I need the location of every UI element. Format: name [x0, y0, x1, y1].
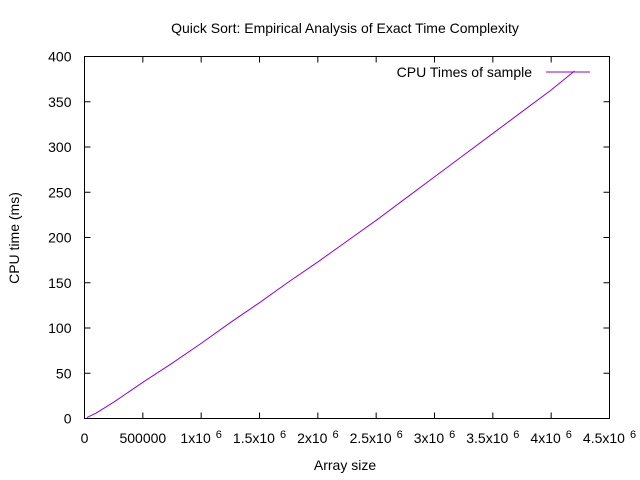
y-axis-label: CPU time (ms) — [6, 192, 22, 284]
chart-title: Quick Sort: Empirical Analysis of Exact … — [171, 20, 519, 36]
x-tick-label-exponent: 6 — [280, 429, 286, 441]
x-tick-label: 3x10 6 — [414, 429, 455, 446]
x-tick-label: 500000 — [119, 430, 166, 446]
x-tick-label-base: 2x10 — [297, 430, 328, 446]
y-tick-label: 100 — [48, 320, 72, 336]
x-axis: 0 500000 1x10 6 1.5x10 6 2x10 6 2.5x10 6 3x10 6 3.5x… — [81, 56, 636, 446]
x-tick-label-base: 2.5x10 — [350, 430, 392, 446]
x-tick-label-exponent: 6 — [332, 429, 338, 441]
plot-area-border — [84, 56, 610, 419]
legend: CPU Times of sample — [397, 64, 590, 80]
y-tick-label: 150 — [48, 275, 72, 291]
x-tick-label-exponent: 6 — [566, 429, 572, 441]
x-tick-label-base: 3.5x10 — [466, 430, 508, 446]
y-tick-label: 250 — [48, 184, 72, 200]
x-tick-label-base: 3x10 — [414, 430, 445, 446]
y-tick-label: 350 — [48, 94, 72, 110]
x-tick-label-exponent: 6 — [397, 429, 403, 441]
y-tick-label: 0 — [64, 411, 72, 427]
x-tick-label-base: 0 — [81, 430, 89, 446]
x-tick-label-base: 4x10 — [530, 430, 561, 446]
x-tick-label-base: 4.5x10 — [583, 430, 625, 446]
x-tick-label-exponent: 6 — [630, 429, 636, 441]
x-tick-label: 1.5x10 6 — [233, 429, 286, 446]
x-tick-label-exponent: 6 — [216, 429, 222, 441]
x-axis-label: Array size — [314, 457, 376, 473]
x-tick-label: 1x10 6 — [180, 429, 221, 446]
x-tick-label: 4x10 6 — [530, 429, 571, 446]
x-tick-label: 0 — [81, 430, 89, 446]
x-tick-label: 4.5x10 6 — [583, 429, 636, 446]
x-tick-label: 2x10 6 — [297, 429, 338, 446]
x-tick-label-exponent: 6 — [449, 429, 455, 441]
y-tick-label: 300 — [48, 139, 72, 155]
x-tick-label: 2.5x10 6 — [350, 429, 403, 446]
y-axis: 0 50 100 150 200 250 300 350 400 — [48, 49, 610, 427]
y-tick-label: 400 — [48, 49, 72, 65]
x-tick-label: 3.5x10 6 — [466, 429, 519, 446]
legend-label: CPU Times of sample — [397, 64, 533, 80]
x-tick-label-base: 1.5x10 — [233, 430, 275, 446]
y-tick-label: 50 — [56, 365, 72, 381]
series-layer — [86, 70, 575, 419]
series-line-0 — [86, 70, 575, 419]
y-tick-label: 200 — [48, 230, 72, 246]
x-tick-label-exponent: 6 — [513, 429, 519, 441]
x-tick-label-base: 1x10 — [180, 430, 211, 446]
x-tick-label-base: 500000 — [119, 430, 166, 446]
